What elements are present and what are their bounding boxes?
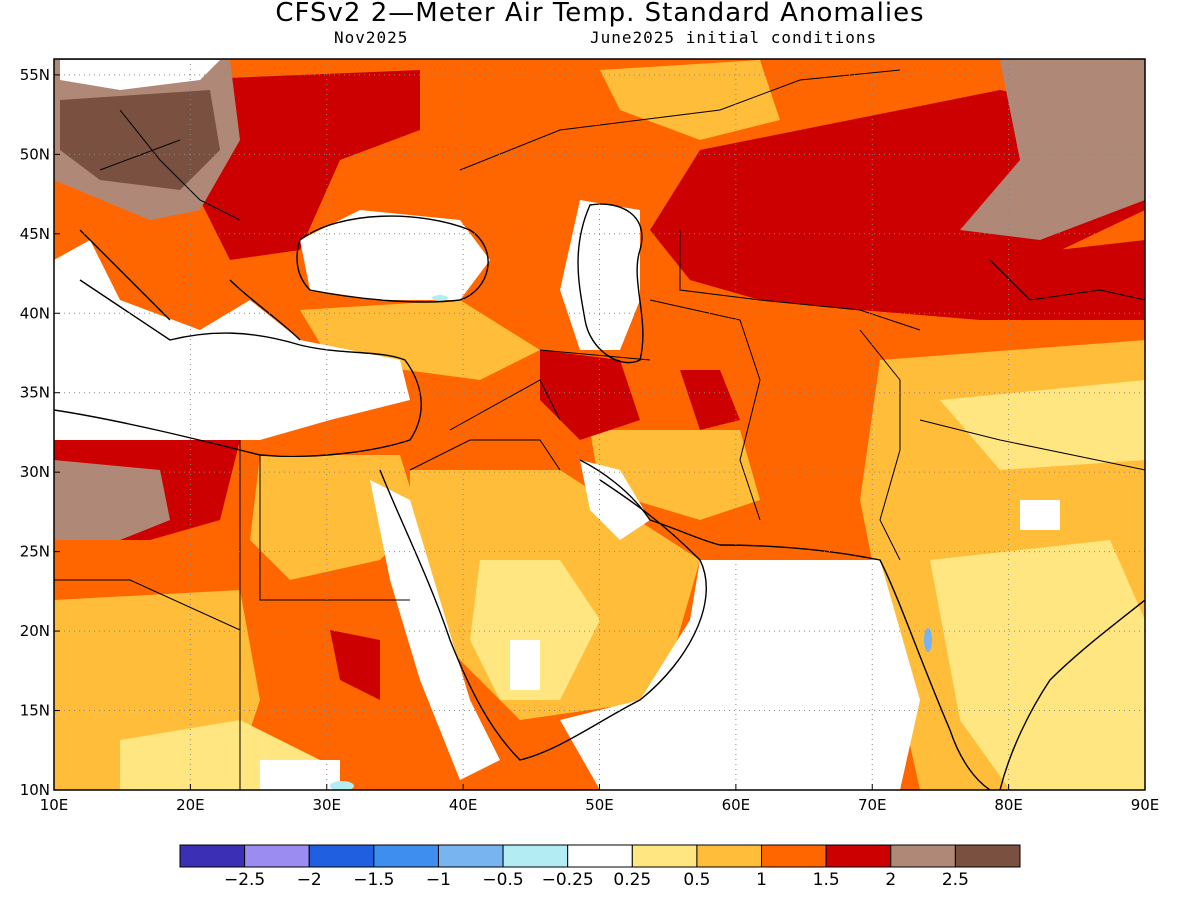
levant-borders	[409, 379, 561, 471]
europe-borders	[99, 109, 241, 221]
colorbar-swatch	[567, 844, 633, 868]
lon-tick-label: 50E	[585, 796, 614, 814]
india-west-coast	[719, 544, 991, 790]
field-himalaya	[940, 380, 1145, 470]
africa-borders	[54, 440, 410, 790]
field-sahel-white	[260, 760, 340, 790]
lon-tick-label: 10E	[40, 796, 69, 814]
lat-tick-label: 30N	[20, 463, 50, 481]
colorbar-swatch	[502, 844, 569, 868]
lat-tick-label: 35N	[20, 384, 50, 402]
lon-tick-label: 80E	[994, 796, 1023, 814]
anomaly-fields	[54, 59, 1145, 790]
lat-tick-label: 15N	[20, 702, 50, 720]
colorbar-swatch	[244, 844, 310, 868]
black-sea-coast	[296, 215, 489, 303]
arabia-coast	[379, 469, 707, 761]
lon-tick-label: 30E	[312, 796, 341, 814]
central-asia-borders	[679, 230, 921, 331]
field-india-inner	[930, 540, 1145, 790]
field-mediterranean	[54, 240, 410, 440]
colorbar-label: −2	[297, 870, 322, 890]
colorbar-swatch	[308, 844, 375, 868]
caspian-coast	[577, 203, 644, 364]
field-iran-east	[680, 370, 740, 430]
chart-title: CFSv2 2—Meter Air Temp. Standard Anomali…	[275, 0, 925, 28]
lon-tick-label: 70E	[858, 796, 887, 814]
lat-tick-label: 45N	[20, 225, 50, 243]
field-libya-brown	[54, 460, 170, 540]
lon-tick-label: 20E	[176, 796, 205, 814]
india-east-coast	[999, 599, 1145, 790]
lat-tick-label: 20N	[20, 622, 50, 640]
initial-conditions: June2025 initial conditions	[590, 28, 878, 47]
lon-tick-label: 90E	[1131, 796, 1160, 814]
colorbar-swatch	[437, 844, 504, 868]
field-cold-turkey	[432, 295, 448, 301]
colorbar-label: −1	[426, 870, 451, 890]
mediterranean-coast	[54, 279, 422, 457]
gridlines	[54, 59, 1145, 790]
lon-tick-label: 40E	[449, 796, 478, 814]
lon-axis: 10E 20E 30E 40E 50E 60E 70E 80E 90E	[40, 784, 1160, 814]
colorbar	[179, 844, 1021, 868]
field-arabia-white	[510, 640, 540, 690]
field-cold-africa	[330, 781, 354, 790]
colorbar-label: 0.5	[683, 870, 710, 890]
field-russia-light	[600, 60, 780, 140]
gulf-coast	[579, 459, 721, 546]
colorbar-label: −0.25	[542, 870, 594, 890]
colorbar-label: 2.5	[942, 870, 969, 890]
pakistan-border	[859, 329, 901, 561]
colorbar-swatch	[890, 844, 956, 868]
colorbar-label: 0.25	[613, 870, 651, 890]
colorbar-swatch	[179, 844, 246, 868]
field-arabia-inner	[470, 560, 600, 700]
colorbar-label: −2.5	[224, 870, 265, 890]
himalaya-border	[919, 419, 1145, 471]
lat-tick-label: 50N	[20, 145, 50, 163]
field-manchuria	[960, 60, 1145, 240]
lat-tick-label: 25N	[20, 543, 50, 561]
lat-axis: 10N 15N 20N 25N 30N 35N 40N 45N 50N 55N	[20, 66, 60, 799]
field-arabian-sea	[560, 560, 920, 790]
lat-tick-label: 55N	[20, 66, 50, 84]
colorbar-label: 1.5	[813, 870, 840, 890]
coastlines	[54, 203, 1145, 790]
lat-tick-label: 10N	[20, 781, 50, 799]
field-black-sea	[300, 210, 490, 300]
china-border	[989, 259, 1145, 301]
field-mongolia	[970, 240, 1145, 320]
russia-border	[459, 69, 901, 171]
field-persian-gulf	[580, 460, 650, 540]
colorbar-label: 1	[756, 870, 767, 890]
colorbar-label: 2	[885, 870, 896, 890]
colorbar-swatch	[696, 844, 763, 868]
colorbar-labels: −2.5 −2 −1.5 −1 −0.5 −0.25 0.25 0.5 1 1.5 2 2.5	[224, 870, 969, 890]
adriatic-coast	[79, 229, 301, 341]
lat-tick-label: 40N	[20, 304, 50, 322]
forecast-month: Nov2025	[334, 28, 409, 47]
field-india-white	[1020, 500, 1060, 530]
borders	[54, 69, 1145, 790]
field-cold-india	[924, 628, 932, 652]
field-red-sea	[370, 480, 500, 780]
lon-tick-label: 60E	[722, 796, 751, 814]
field-central-europe-dark	[60, 90, 220, 190]
colorbar-swatch	[761, 844, 827, 868]
colorbar-label: −1.5	[353, 870, 394, 890]
field-sudan	[330, 630, 380, 700]
colorbar-label: −0.5	[482, 870, 523, 890]
colorbar-swatch	[631, 844, 698, 868]
colorbar-swatch	[954, 844, 1021, 868]
colorbar-swatch	[825, 844, 892, 868]
colorbar-swatch	[373, 844, 439, 868]
field-iran-north	[540, 350, 640, 440]
